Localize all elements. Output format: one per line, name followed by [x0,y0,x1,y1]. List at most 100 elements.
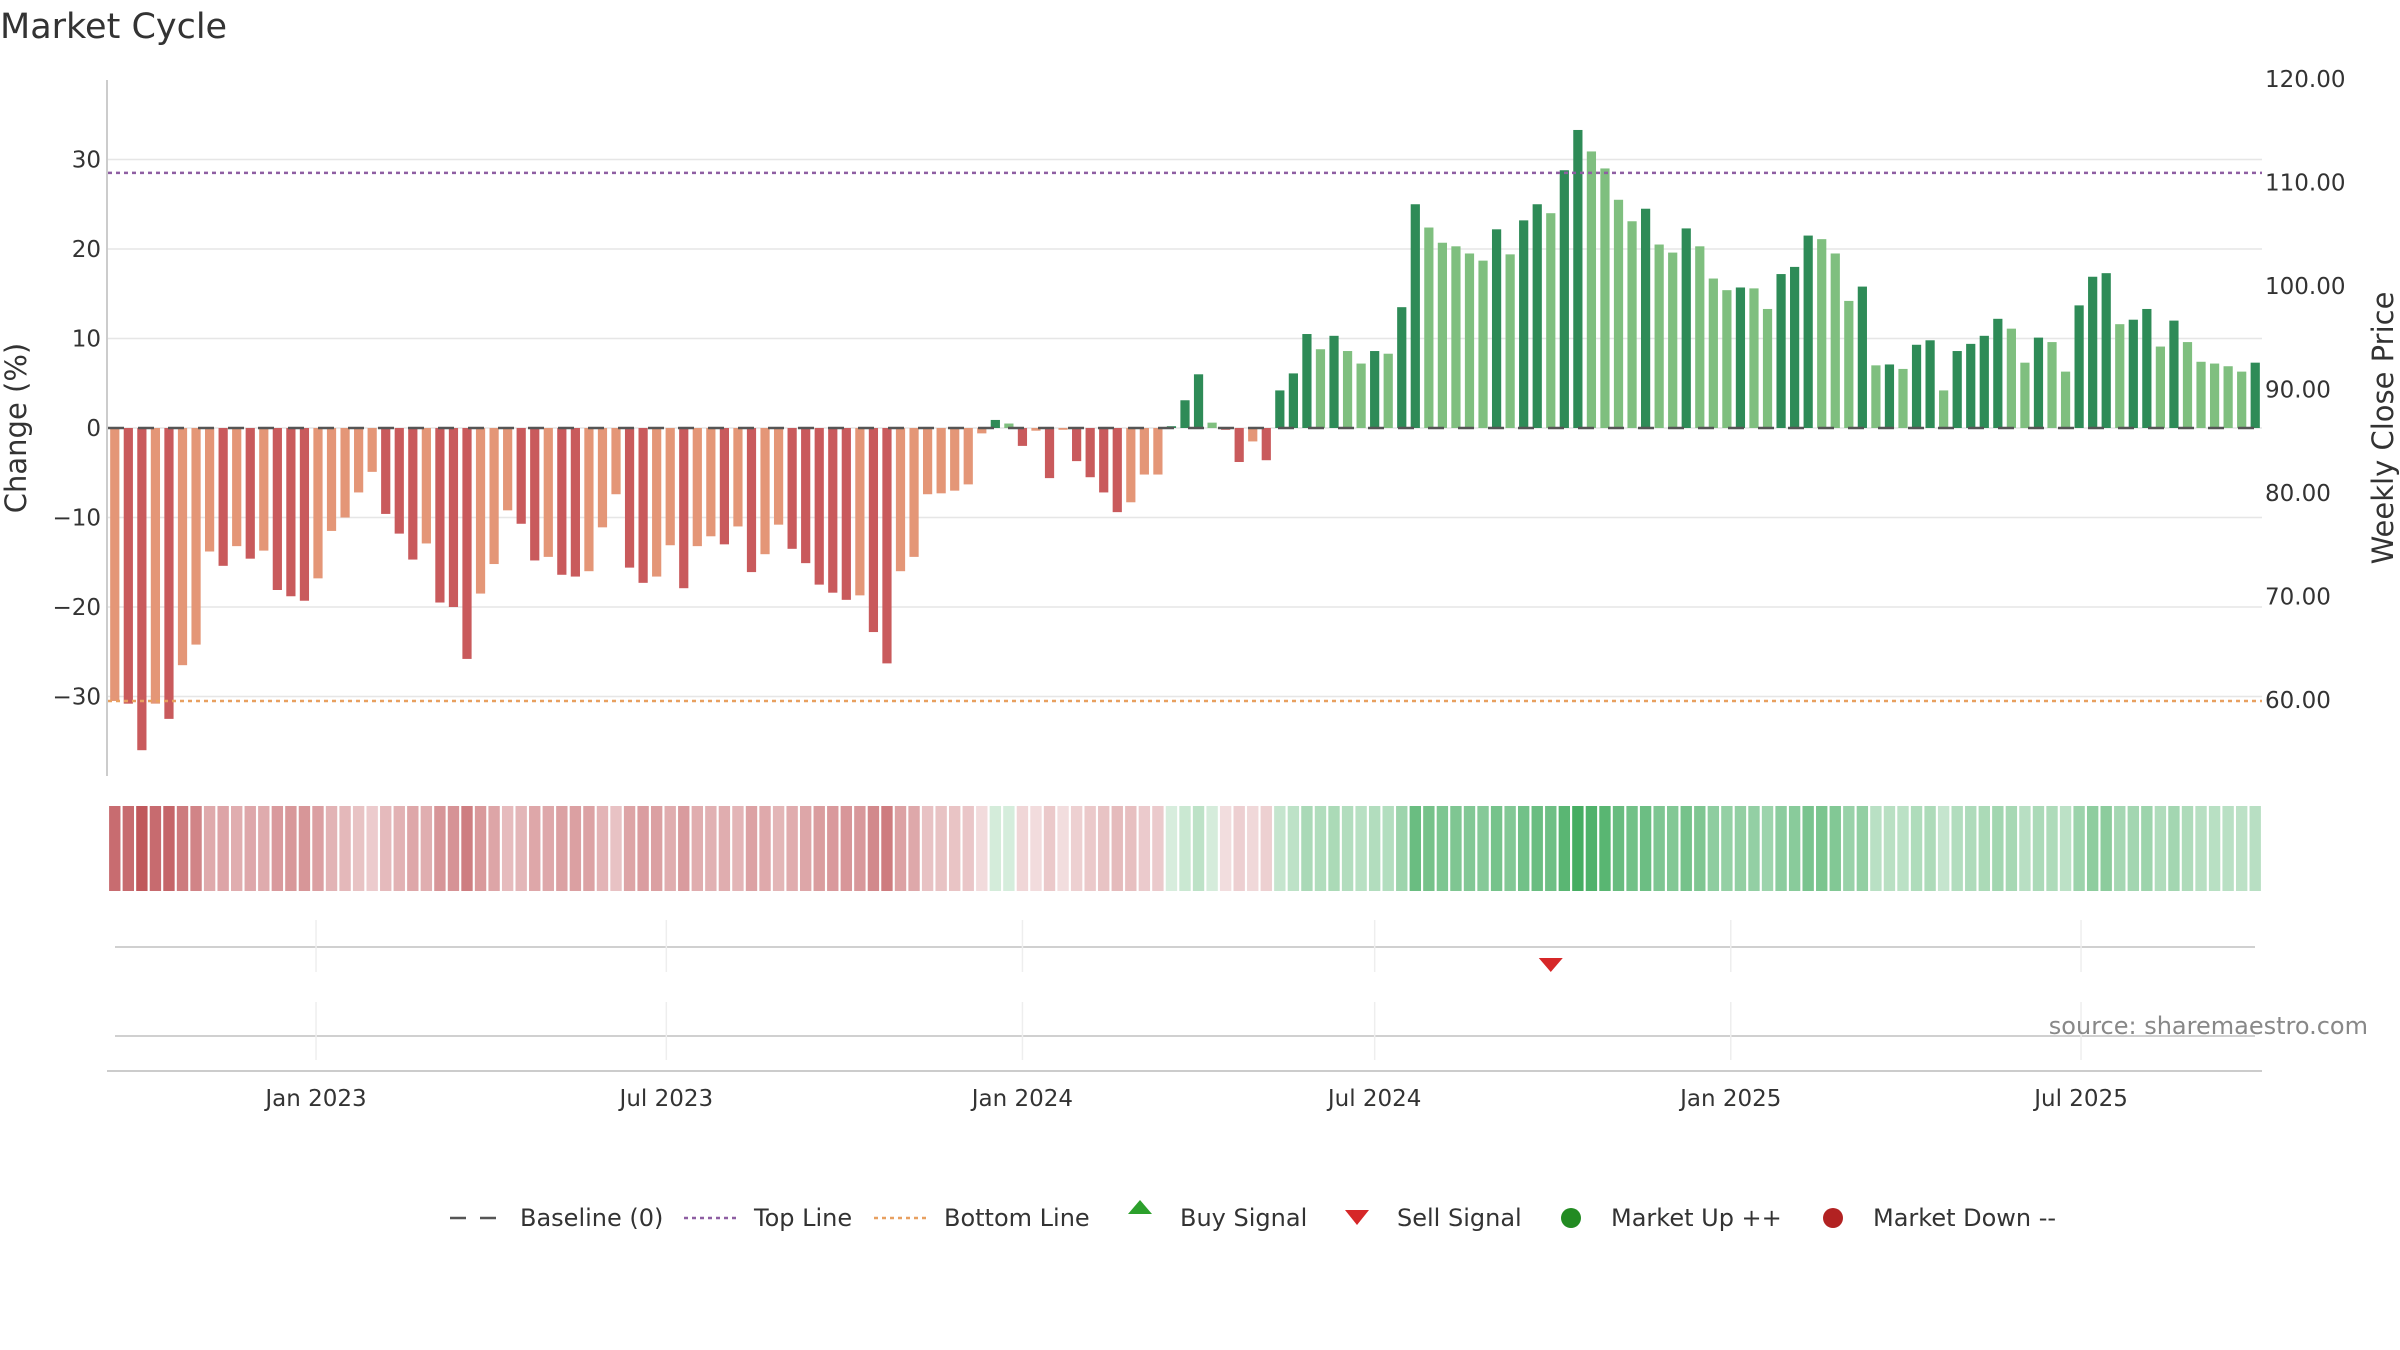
bar [1790,266,1800,428]
bar [1491,229,1502,428]
heat-cell [1653,806,1665,891]
right-tick-label: 90.00 [2265,378,2331,404]
reference-lines-layer [108,171,2262,703]
bar [530,428,540,561]
heat-cell [271,806,284,891]
bar [692,428,702,547]
bar [2020,362,2030,428]
bar [191,428,201,645]
heat-cell [1490,806,1503,891]
left-axis-title: Change (%) [0,343,33,513]
bar [1939,390,1949,428]
bar [2115,324,2125,428]
heat-cell [1517,806,1530,891]
left-tick-label: −20 [52,595,101,621]
heat-cell [1910,806,1923,891]
heat-cell [2114,806,2126,891]
bar [2196,361,2206,428]
bar [123,428,133,704]
bar [1600,168,1610,428]
date-tick-label: Jan 2024 [970,1086,1073,1112]
heat-cell [434,806,446,891]
heat-cell [962,806,974,891]
legend-market-up-symbol [1561,1208,1581,1228]
heat-cell [203,806,216,891]
bar [1275,390,1285,428]
heat-cell [596,806,609,891]
heat-cell [325,806,338,891]
bar [1844,300,1854,428]
legend-sell-symbol [1345,1210,1369,1225]
legend-label: Market Down -- [1873,1204,2056,1232]
heat-cell [136,806,148,891]
heat-cell [989,806,1002,891]
bar [963,428,973,485]
bar [1397,307,1407,428]
heat-cell [1423,806,1435,891]
bar [1478,260,1488,428]
heat-cell [1829,806,1841,891]
heat-cell [1368,806,1381,891]
heat-cell [1314,806,1327,891]
bar [1193,374,1204,428]
heat-cell [1233,806,1245,891]
heat-cell [163,806,175,891]
heat-cell [623,806,636,891]
heat-cell [1043,806,1056,891]
heat-cell [420,806,433,891]
heat-cell [515,806,527,891]
heat-cell [1694,806,1706,891]
bar [1044,428,1055,479]
bar [787,428,797,549]
bar [489,428,499,565]
bar [1830,253,1840,428]
bar [2169,320,2179,428]
bar [543,428,553,557]
left-tick-label: 0 [86,416,101,442]
heat-cell [1707,806,1720,891]
heat-cell [921,806,934,891]
bar [1437,242,1448,428]
bar [2060,371,2071,428]
bar [1342,351,1353,428]
heat-cell [772,806,785,891]
bar [773,428,784,525]
date-axis: Jan 2023 Jul 2023 Jan 2024 Jul 2024 Jan 2025… [263,920,2128,1112]
legend-label: Top Line [753,1204,852,1232]
bar [1261,428,1271,461]
bar [1410,204,1420,428]
heat-cell [2086,806,2099,891]
bar [909,428,919,557]
bar [2237,371,2247,428]
heat-cell [894,806,907,891]
bar [2209,363,2220,428]
heat-cell [2046,806,2058,891]
heat-cell [1260,806,1272,891]
heat-cell [1937,806,1950,891]
bar [1004,423,1014,428]
heat-cell [298,806,311,891]
bar [1925,340,1935,428]
right-axis-title: Weekly Close Price [2366,292,2400,565]
bar [1302,334,1312,428]
heat-cell [1788,806,1801,891]
heat-cell [1870,806,1882,891]
heat-cell [2141,806,2153,891]
bar [760,428,770,555]
bar [1613,199,1624,428]
bar [1708,278,1718,428]
bar [1288,373,1298,428]
heat-cell [2073,806,2085,891]
bar [665,428,675,546]
heat-cell [1883,806,1896,891]
heat-cell [122,806,135,891]
heat-cell [1409,806,1421,891]
heat-cell [258,806,270,891]
heat-cell [935,806,947,891]
heat-cell [488,806,500,891]
bar [652,428,662,577]
heat-cell [2195,806,2207,891]
heat-cell [1734,806,1747,891]
heat-cell [1761,806,1774,891]
left-tick-label: −10 [52,506,101,532]
